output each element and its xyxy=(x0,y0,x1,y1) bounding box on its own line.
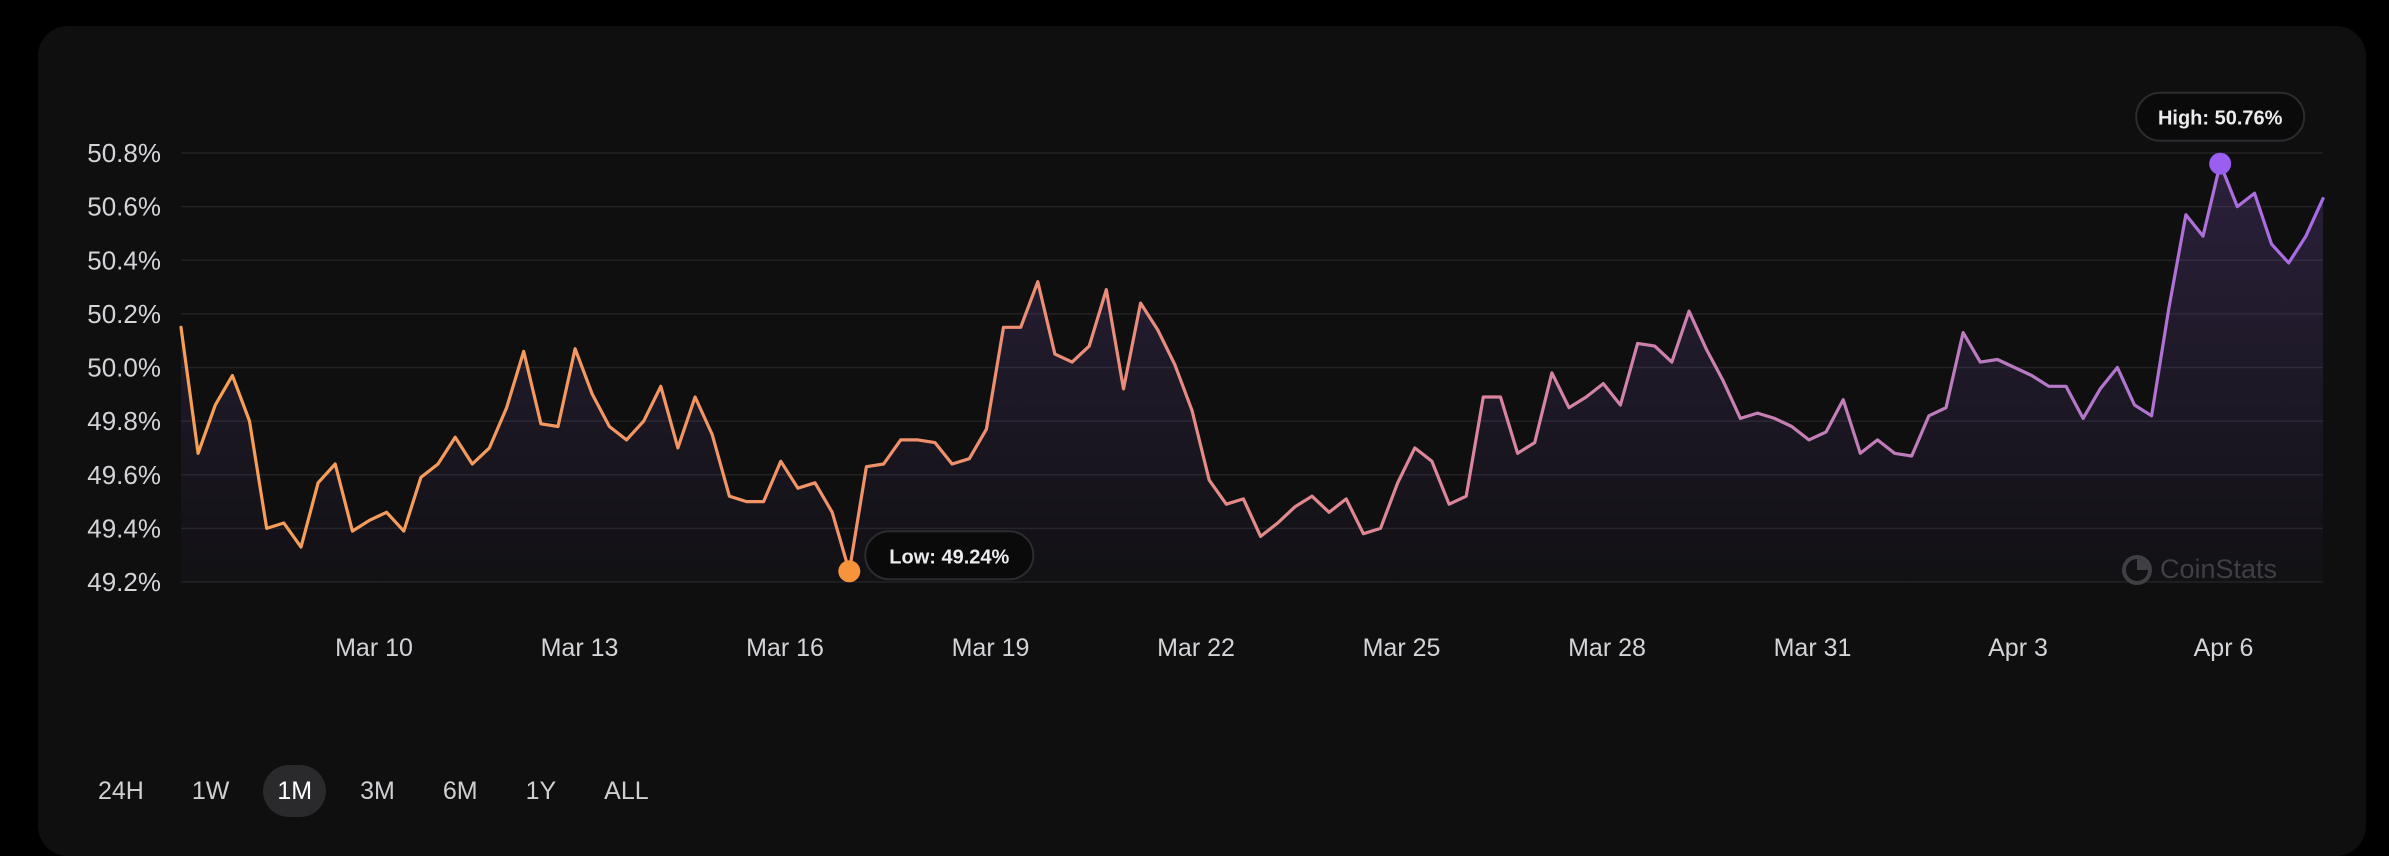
range-button-1w[interactable]: 1W xyxy=(178,765,244,817)
x-tick-label: Mar 28 xyxy=(1568,634,1646,662)
y-tick-label: 49.4% xyxy=(87,513,161,543)
area-fill xyxy=(181,163,2323,582)
x-tick-label: Mar 16 xyxy=(746,634,824,662)
range-button-all[interactable]: ALL xyxy=(590,765,662,817)
time-range-selector: 24H 1W 1M 3M 6M 1Y ALL xyxy=(84,765,663,817)
x-tick-label: Apr 3 xyxy=(1988,634,2048,662)
x-axis: Mar 10 Mar 13 Mar 16 Mar 19 Mar 22 Mar 25 Mar … xyxy=(335,634,2253,662)
high-label: High: 50.76% xyxy=(2158,108,2283,130)
range-button-24h[interactable]: 24H xyxy=(84,765,158,817)
y-axis: 50.8% 50.6% 50.4% 50.2% 50.0% 49.8% 49.6% 49.4%… xyxy=(87,138,161,597)
x-tick-label: Mar 10 xyxy=(335,634,413,662)
low-label: Low: 49.24% xyxy=(889,546,1009,568)
y-tick-label: 49.2% xyxy=(87,567,161,597)
low-point xyxy=(838,560,861,583)
x-tick-label: Mar 13 xyxy=(541,634,619,662)
y-tick-label: 49.6% xyxy=(87,460,161,490)
watermark-text: CoinStats xyxy=(2160,554,2278,584)
x-tick-label: Mar 22 xyxy=(1157,634,1235,662)
range-button-3m[interactable]: 3M xyxy=(346,765,409,817)
range-button-6m[interactable]: 6M xyxy=(429,765,492,817)
y-tick-label: 49.8% xyxy=(87,406,161,436)
y-tick-label: 50.8% xyxy=(87,138,161,168)
y-tick-label: 50.6% xyxy=(87,192,161,222)
y-tick-label: 50.0% xyxy=(87,353,161,383)
series-line xyxy=(179,162,2325,573)
y-tick-label: 50.4% xyxy=(87,245,161,275)
dominance-chart[interactable]: 50.8% 50.6% 50.4% 50.2% 50.0% 49.8% 49.6% 49.4%… xyxy=(38,26,2366,726)
x-tick-label: Mar 25 xyxy=(1363,634,1441,662)
x-tick-label: Mar 19 xyxy=(952,634,1030,662)
high-tooltip xyxy=(2135,91,2306,142)
y-tick-label: 50.2% xyxy=(87,299,161,329)
high-point xyxy=(2209,152,2232,175)
chart-card: 50.8% 50.6% 50.4% 50.2% 50.0% 49.8% 49.6% 49.4%… xyxy=(38,26,2366,856)
x-tick-label: Apr 6 xyxy=(2194,634,2254,662)
low-tooltip xyxy=(864,530,1035,581)
x-tick-label: Mar 31 xyxy=(1774,634,1852,662)
range-button-1m[interactable]: 1M xyxy=(263,765,327,817)
watermark: CoinStats xyxy=(2122,554,2277,585)
range-button-1y[interactable]: 1Y xyxy=(512,765,571,817)
coinstats-logo-icon xyxy=(2122,554,2152,585)
